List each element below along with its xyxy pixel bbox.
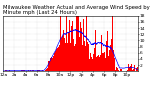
Text: Milwaukee Weather Actual and Average Wind Speed by Minute mph (Last 24 Hours): Milwaukee Weather Actual and Average Win… xyxy=(3,5,150,15)
